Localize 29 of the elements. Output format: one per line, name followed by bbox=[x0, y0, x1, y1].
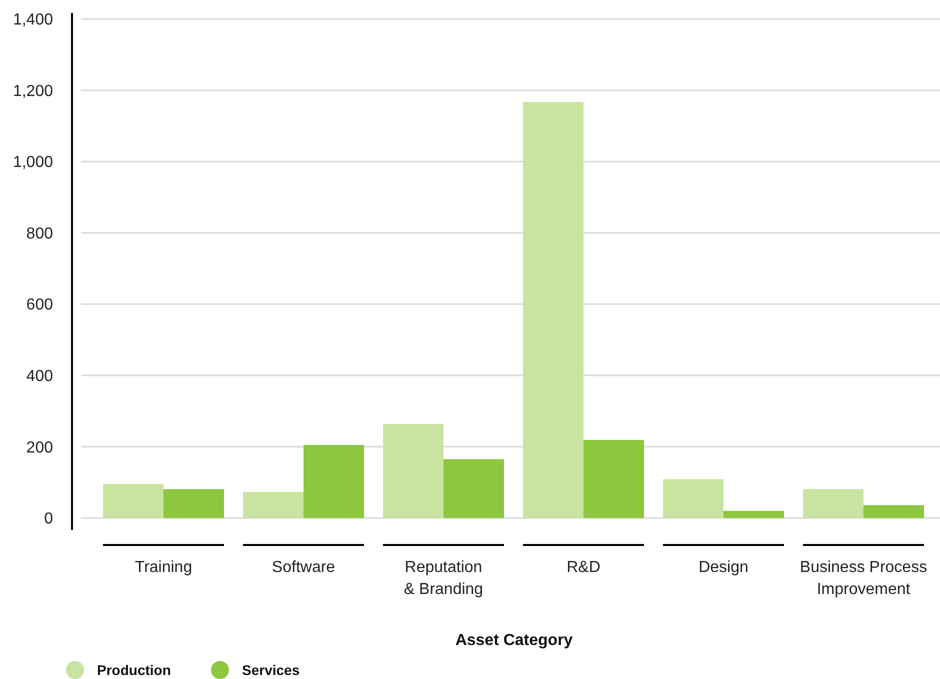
x-tick-label: Business Process Improvement bbox=[800, 559, 928, 598]
y-tick-label: 0 bbox=[44, 510, 54, 528]
y-tick-label: 1,400 bbox=[12, 12, 54, 29]
bar bbox=[444, 459, 504, 518]
bar bbox=[243, 492, 304, 518]
x-tick-label: Design bbox=[698, 559, 748, 576]
x-tick-label: Training bbox=[134, 559, 192, 576]
y-tick-label: 1,000 bbox=[12, 154, 54, 172]
bar bbox=[864, 505, 924, 518]
bar bbox=[304, 444, 364, 518]
y-tick-label: 1,200 bbox=[12, 82, 54, 100]
y-tick-label: 200 bbox=[26, 439, 54, 456]
bar bbox=[803, 489, 864, 518]
bar bbox=[164, 489, 224, 518]
bar bbox=[103, 484, 164, 518]
y-tick-label: 600 bbox=[26, 296, 54, 314]
x-tick-label: R&D bbox=[566, 559, 600, 576]
x-tick-label: Reputation & Branding bbox=[404, 559, 484, 598]
y-tick-label: 400 bbox=[26, 368, 54, 386]
bar bbox=[724, 510, 784, 518]
bar bbox=[523, 102, 584, 518]
bar bbox=[584, 440, 644, 518]
legend-label: Production bbox=[97, 662, 171, 678]
bar bbox=[663, 479, 724, 518]
x-tick-label: Software bbox=[272, 559, 336, 576]
y-tick-label: 800 bbox=[26, 225, 54, 242]
x-axis-title: Asset Category bbox=[455, 632, 573, 649]
legend-label: Services bbox=[242, 662, 300, 678]
bar bbox=[383, 424, 444, 518]
